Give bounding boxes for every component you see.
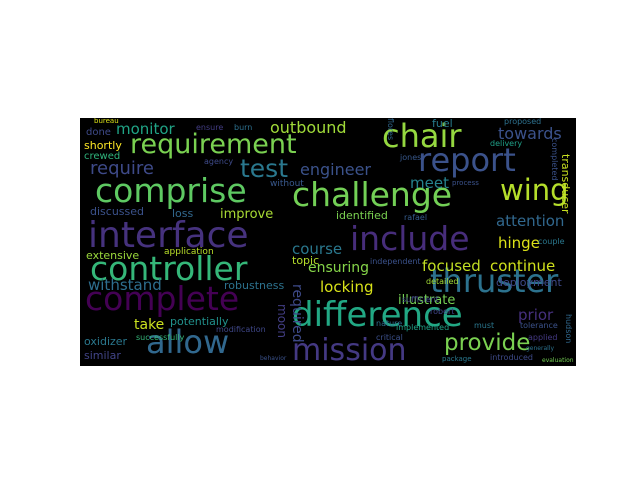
- word-evaluation: evaluation: [542, 357, 574, 364]
- word-illustrate: illustrate: [398, 293, 456, 308]
- word-shortly: shortly: [84, 139, 122, 152]
- word-deployment: deployment: [496, 276, 562, 289]
- word-burn: burn: [234, 123, 253, 132]
- word-moon: moon: [275, 304, 289, 338]
- word-jones: jones: [400, 153, 422, 162]
- word-outbound: outbound: [270, 118, 347, 137]
- word-challenge: challenge: [292, 175, 453, 214]
- word-meet: meet: [410, 174, 449, 192]
- word-independent: independent: [370, 257, 421, 266]
- word-robustness: robustness: [224, 279, 285, 292]
- word-robert: robert: [430, 307, 455, 316]
- word-completed: completed: [550, 138, 559, 181]
- word-applied: applied: [528, 333, 558, 342]
- word-identified: identified: [336, 209, 388, 222]
- word-complete: complete: [85, 279, 240, 318]
- word-required: required: [289, 284, 305, 343]
- word-ensure: ensure: [196, 123, 224, 132]
- word-tolerance: tolerance: [520, 321, 558, 330]
- word-provide: provide: [444, 330, 531, 356]
- word-must: must: [474, 321, 495, 330]
- word-behavior: behavior: [260, 355, 287, 362]
- word-agency: agency: [204, 157, 234, 166]
- word-done: done: [86, 127, 111, 138]
- word-chair: chair: [382, 118, 462, 155]
- word-thruster: thruster: [430, 262, 559, 300]
- word-interface: interface: [88, 215, 249, 256]
- word-locking: locking: [320, 278, 374, 296]
- word-controller: controller: [90, 249, 248, 288]
- word-monitor: monitor: [116, 120, 175, 138]
- word-allow: allow: [146, 323, 230, 361]
- word-package: package: [442, 355, 472, 363]
- word-modification: modification: [216, 325, 266, 334]
- word-engineer: engineer: [300, 160, 371, 179]
- word-comprise: comprise: [95, 171, 247, 210]
- word-without: without: [270, 179, 304, 189]
- word-extensive: extensive: [86, 249, 140, 262]
- word-application: application: [164, 247, 214, 257]
- word-similar: similar: [84, 349, 121, 362]
- word-transducer: transducer: [559, 154, 572, 214]
- word-requirement: requirement: [130, 129, 297, 160]
- word-proposed: proposed: [504, 118, 542, 126]
- word-bureau: bureau: [94, 118, 119, 125]
- word-continue: continue: [490, 257, 556, 275]
- word-topic: topic: [292, 254, 320, 267]
- word-loss: loss: [172, 207, 194, 220]
- word-detailed: detailed: [426, 277, 459, 286]
- word-prior: prior: [518, 306, 554, 324]
- word-discussed: discussed: [90, 205, 145, 218]
- word-improve: improve: [220, 207, 274, 222]
- word-delivery: delivery: [490, 139, 523, 148]
- word-potentially: potentially: [170, 315, 229, 328]
- word-test: test: [240, 154, 289, 183]
- word-take: take: [134, 317, 165, 333]
- word-nature: nature: [376, 319, 403, 328]
- word-focused: focused: [422, 257, 481, 275]
- word-couple: couple: [538, 237, 565, 246]
- word-wing: wing: [500, 173, 569, 207]
- word-flores: flores: [386, 118, 395, 141]
- word-generally: generally: [526, 345, 555, 352]
- word-fuel: fuel: [432, 118, 453, 130]
- word-include: include: [350, 219, 470, 258]
- word-oxidizer: oxidizer: [84, 335, 128, 348]
- word-sufficient: sufficient: [402, 295, 439, 304]
- word-rafael: rafael: [404, 213, 428, 222]
- word-course: course: [292, 240, 343, 258]
- word-ensuring: ensuring: [308, 260, 370, 276]
- word-successfully: successfully: [136, 333, 185, 342]
- word-report: report: [418, 141, 516, 179]
- word-require: require: [90, 158, 154, 179]
- word-withstand: withstand: [88, 276, 162, 294]
- word-cloud: requirement chair report comprise challe…: [80, 118, 576, 366]
- word-hinge: hinge: [498, 234, 540, 252]
- word-towards: towards: [498, 124, 562, 143]
- word-introduced: introduced: [490, 353, 533, 362]
- word-attention: attention: [496, 212, 565, 230]
- word-process: process: [452, 179, 479, 187]
- word-crewed: crewed: [84, 151, 121, 162]
- word-hudson: hudson: [564, 314, 573, 344]
- word-implemented: implemented: [396, 323, 450, 332]
- word-mission: mission: [292, 333, 407, 366]
- word-critical: critical: [376, 333, 403, 342]
- word-difference: difference: [292, 295, 463, 335]
